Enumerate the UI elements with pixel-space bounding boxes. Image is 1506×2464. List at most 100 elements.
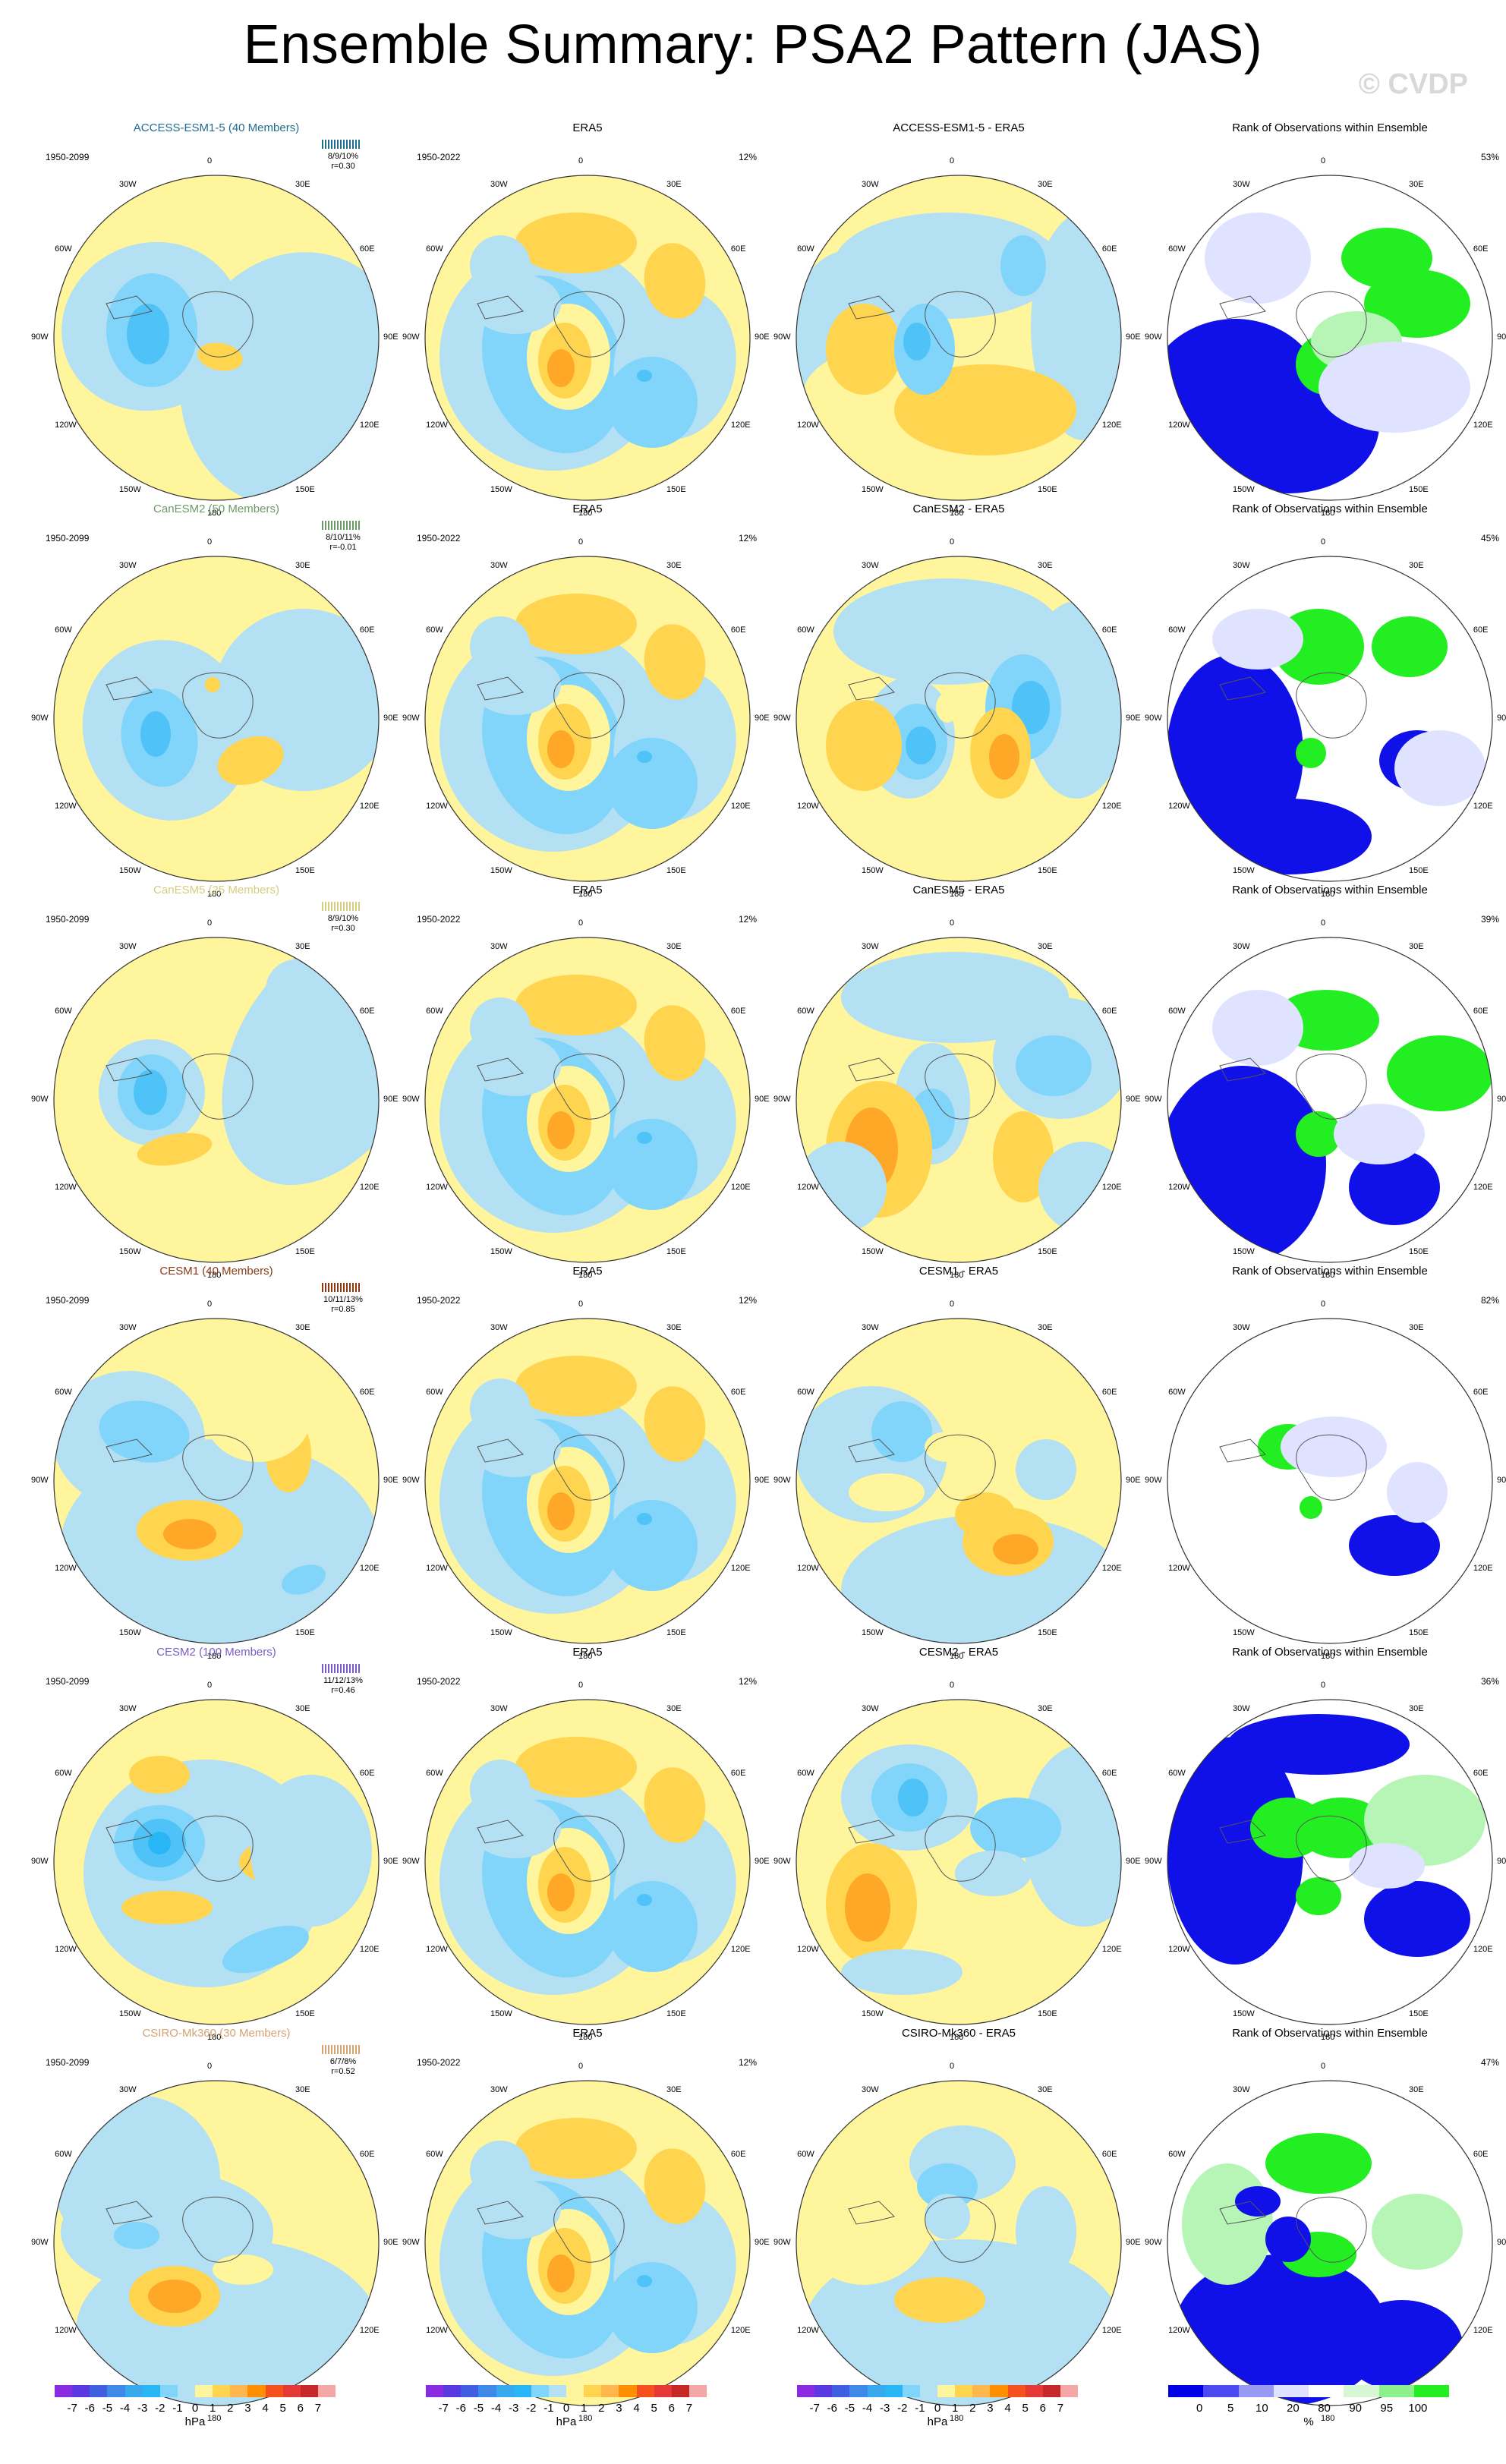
field-contour	[644, 624, 706, 700]
field-contour	[644, 2148, 706, 2224]
spread-bar	[322, 2045, 360, 2054]
longitude-label: 60W	[1168, 2150, 1186, 2159]
south-america-coastline	[1219, 2201, 1266, 2225]
colorbar-tick: -5	[473, 2402, 484, 2415]
longitude-label: 60E	[1101, 1007, 1117, 1016]
colorbar-tick: 5	[1022, 2402, 1029, 2415]
panel-title: Rank of Observations within Ensemble	[1232, 2027, 1428, 2040]
longitude-label: 60W	[426, 1007, 443, 1016]
colorbar-tick: -1	[172, 2402, 183, 2415]
longitude-label: 120W	[797, 1183, 819, 1192]
field-contour	[515, 2118, 637, 2179]
map-boundary	[53, 937, 380, 1263]
south-america-coastline	[1219, 1820, 1266, 1844]
model-stats: 6/7/8% r=0.52	[313, 2042, 373, 2076]
panel-obs-4: ERA5 1950-2022 12% 0 30E 60E 90E 120E 150E 180 150…	[402, 1265, 773, 1661]
longitude-label: 0	[950, 537, 955, 547]
longitude-label: 30E	[666, 1323, 682, 1333]
longitude-label: 0	[207, 156, 213, 165]
field-contour	[515, 975, 637, 1035]
longitude-label: 90E	[755, 2238, 770, 2247]
field-contour	[140, 711, 171, 757]
antarctica-coastline	[925, 672, 996, 739]
longitude-label: 60E	[359, 244, 375, 254]
colorbar-tick: -7	[67, 2402, 77, 2415]
colorbar-tick: -5	[102, 2402, 113, 2415]
longitude-label: 90E	[1497, 332, 1506, 342]
model-map	[53, 175, 380, 501]
longitude-label: 90W	[31, 332, 49, 342]
longitude-label: 0	[1321, 537, 1326, 547]
longitude-label: 120E	[1473, 421, 1493, 430]
rank-region	[1394, 730, 1486, 806]
colorbar-swatch	[195, 2385, 214, 2397]
rank-region	[1300, 1496, 1322, 1519]
percent-label: 53%	[1480, 152, 1499, 162]
longitude-label: 90W	[31, 1095, 49, 1104]
longitude-label: 180	[578, 2414, 593, 2423]
longitude-label: 60E	[359, 1769, 375, 1778]
panel-title: ERA5	[572, 121, 603, 134]
field-contour	[282, 1564, 326, 1595]
south-america-coastline	[477, 676, 524, 701]
rank-map	[1167, 556, 1493, 882]
longitude-label: 60W	[426, 1769, 443, 1778]
longitude-label: 180	[1321, 1652, 1335, 1661]
antarctica-coastline	[925, 2196, 996, 2263]
rank-map	[1167, 937, 1493, 1263]
map-boundary	[53, 2080, 380, 2406]
longitude-label: 120W	[55, 1183, 77, 1192]
colorbar-swatch	[1025, 2385, 1044, 2397]
field-contour	[903, 323, 931, 361]
colorbar-tick: 6	[1039, 2402, 1046, 2415]
field-contour	[637, 1132, 652, 1144]
longitude-label: 120E	[359, 802, 380, 811]
longitude-label: 60E	[359, 1388, 375, 1397]
field-contour	[644, 1767, 706, 1843]
longitude-label: 180	[207, 890, 222, 899]
longitude-label: 120W	[1168, 802, 1190, 811]
longitude-label: 150W	[1233, 865, 1255, 875]
longitude-label: 90W	[31, 1476, 49, 1485]
longitude-label: 120W	[426, 802, 448, 811]
colorbar-swatch	[496, 2385, 515, 2397]
longitude-label: 90E	[755, 1476, 770, 1485]
longitude-label: 0	[207, 2062, 213, 2071]
longitude-label: 180	[207, 1271, 222, 1280]
longitude-label: 60W	[1168, 625, 1186, 635]
map-boundary	[424, 556, 751, 882]
period-label: 1950-2022	[417, 1295, 461, 1306]
longitude-label: 60W	[1168, 244, 1186, 254]
longitude-label: 0	[578, 1681, 584, 1690]
colorbar-swatch	[867, 2385, 886, 2397]
longitude-label: 60E	[730, 625, 746, 635]
diff-map	[796, 556, 1122, 882]
rank-region	[1281, 1416, 1387, 1477]
longitude-label: 120W	[1168, 2326, 1190, 2335]
panel-rank-3: Rank of Observations within Ensemble 39% 0…	[1144, 884, 1506, 1280]
longitude-label: 120E	[730, 1945, 751, 1954]
map-boundary	[424, 937, 751, 1263]
longitude-label: 30E	[666, 561, 682, 571]
rank-region	[1364, 269, 1470, 338]
field-contour	[547, 349, 575, 387]
longitude-label: 150W	[119, 865, 141, 875]
longitude-label: 120E	[730, 2326, 751, 2335]
colorbar-swatch	[72, 2385, 91, 2397]
spread-bar	[322, 902, 360, 911]
south-america-coastline	[848, 1820, 895, 1844]
colorbar-swatch	[1413, 2385, 1450, 2397]
longitude-label: 120E	[1101, 2326, 1122, 2335]
map-boundary	[1167, 1699, 1493, 2025]
longitude-label: 180	[1321, 2033, 1335, 2042]
colorbar-tick: 4	[262, 2402, 269, 2415]
panel-obs-6: ERA51950-202212%030E60E90E120E150E180150…	[402, 2027, 773, 2423]
map-boundary	[796, 937, 1122, 1263]
model-map	[53, 556, 380, 882]
field-contour	[936, 692, 959, 723]
colorbar-tick: -3	[879, 2402, 890, 2415]
panel-title: ERA5	[572, 503, 603, 515]
longitude-label: 0	[950, 156, 955, 165]
south-america-coastline	[477, 1438, 524, 1463]
colorbar-tick: 4	[1004, 2402, 1011, 2415]
